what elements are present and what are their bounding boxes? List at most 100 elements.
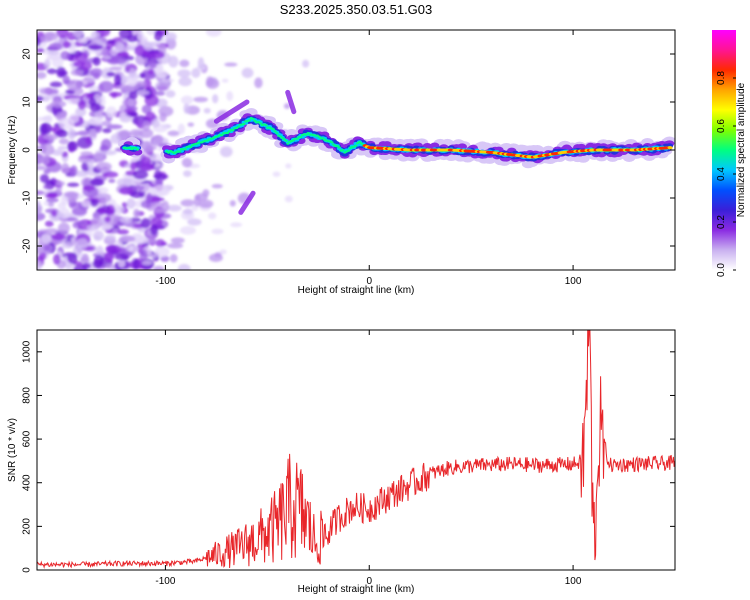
noise-blob — [283, 103, 291, 110]
colorbar-ticks: 0.0 0.2 0.4 0.6 0.8 — [716, 71, 736, 277]
x-tick: 100 — [565, 330, 582, 587]
noise-blob — [156, 83, 169, 91]
noise-blob — [177, 123, 186, 135]
noise-blob — [131, 185, 145, 191]
noise-blob — [114, 57, 127, 65]
noise-blob — [90, 68, 103, 78]
colorbar-tick: 0.6 — [716, 119, 736, 133]
noise-blob — [107, 214, 119, 220]
noise-blob — [66, 79, 83, 91]
noise-blob — [202, 189, 210, 197]
noise-blob — [230, 222, 243, 228]
noise-blob — [57, 145, 68, 150]
noise-blob — [57, 202, 67, 210]
noise-blob — [48, 42, 63, 51]
noise-blob — [115, 253, 129, 261]
noise-blob — [48, 201, 55, 208]
noise-blob — [146, 30, 156, 36]
noise-blob — [109, 48, 118, 56]
noise-blob — [43, 184, 55, 190]
noise-blob — [211, 228, 224, 235]
snr-x-ticks: -100 0 100 — [155, 330, 582, 587]
noise-blob — [272, 171, 281, 177]
noise-blob — [224, 62, 238, 67]
noise-blob — [145, 111, 156, 123]
noise-blob — [51, 210, 58, 217]
noise-blob — [50, 233, 66, 241]
x-tick-label: -100 — [155, 276, 175, 287]
spectrogram-noise-layer — [37, 30, 310, 270]
y-tick: 1000 — [22, 340, 675, 363]
ridge-segment — [282, 138, 286, 141]
y-tick: 20 — [22, 48, 675, 60]
noise-blob — [81, 177, 95, 188]
noise-blob — [165, 90, 176, 98]
noise-blob — [85, 136, 92, 145]
noise-blob — [80, 151, 93, 157]
x-tick-label: 0 — [366, 576, 372, 587]
noise-blob — [229, 200, 236, 207]
ridge-segment — [278, 135, 283, 138]
noise-blob — [63, 191, 79, 198]
noise-blob — [37, 212, 46, 221]
noise-blob — [90, 31, 101, 40]
noise-blob — [141, 156, 152, 166]
noise-blob — [43, 133, 59, 141]
noise-blob — [183, 170, 192, 178]
spectrogram-x-label: Height of straight line (km) — [298, 285, 415, 296]
noise-blob — [121, 202, 128, 208]
noise-blob — [56, 30, 69, 38]
noise-blob — [71, 206, 88, 216]
noise-blob — [51, 149, 64, 156]
y-tick: -10 — [22, 190, 675, 205]
noise-blob — [167, 130, 180, 137]
noise-blob — [119, 115, 132, 123]
x-tick-label: -100 — [155, 576, 175, 587]
noise-blob — [180, 199, 196, 207]
noise-blob — [82, 185, 96, 191]
noise-blob — [43, 244, 51, 252]
noise-blob — [64, 89, 75, 95]
colorbar-tick-label: 0.4 — [716, 167, 727, 181]
noise-blob — [110, 133, 121, 144]
noise-blob — [67, 128, 76, 140]
ridge-segment — [247, 119, 251, 122]
noise-blob — [55, 129, 69, 138]
noise-blob — [118, 30, 133, 40]
ridge-segment — [183, 148, 187, 151]
noise-blob — [46, 191, 58, 198]
x-tick-label: 100 — [565, 276, 582, 287]
ridge-segment — [346, 149, 351, 152]
spectrogram-y-label: Frequency (Hz) — [7, 116, 18, 185]
noise-blob — [193, 96, 209, 103]
colorbar-tick: 0.2 — [716, 215, 736, 229]
ridge-segment — [341, 149, 345, 152]
noise-blob — [75, 107, 87, 117]
y-tick-label: 20 — [22, 48, 33, 60]
noise-blob — [92, 56, 101, 66]
noise-blob — [98, 80, 114, 93]
noise-blob — [284, 195, 293, 203]
noise-blob — [197, 57, 205, 70]
noise-blob — [203, 107, 211, 114]
noise-blob — [106, 71, 116, 77]
ridge-core — [667, 146, 673, 150]
noise-blob — [130, 161, 137, 171]
noise-blob — [95, 162, 112, 172]
noise-blob — [132, 258, 139, 270]
noise-blob — [125, 112, 138, 117]
noise-blob — [187, 218, 202, 226]
noise-blob — [44, 58, 51, 69]
noise-blob — [86, 225, 99, 231]
ridge-branch — [238, 190, 256, 215]
noise-blob — [59, 117, 75, 130]
noise-blob — [150, 201, 165, 207]
noise-blob — [122, 99, 135, 106]
noise-blob — [89, 178, 105, 187]
noise-blob — [46, 114, 53, 123]
noise-blob — [177, 263, 191, 270]
noise-blob — [167, 204, 182, 212]
noise-blob — [109, 66, 123, 71]
figure-title: S233.2025.350.03.51.G03 — [279, 2, 433, 17]
y-tick-label: 800 — [22, 387, 33, 404]
